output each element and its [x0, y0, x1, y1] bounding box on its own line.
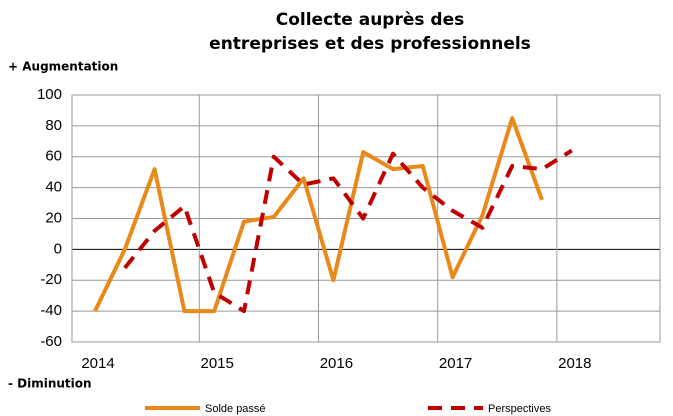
- x-tick-label: 2015: [201, 355, 234, 372]
- x-tick-label: 2017: [439, 355, 472, 372]
- plot-frame: [71, 94, 661, 343]
- y-tick-label: 80: [45, 117, 62, 134]
- legend-label: Solde passé: [205, 403, 266, 415]
- series-line: [93, 116, 544, 314]
- series-line: [123, 148, 573, 314]
- y-tick-label: 40: [45, 179, 62, 196]
- x-tick-label: 2014: [81, 355, 114, 372]
- y-tick-label: -20: [40, 271, 62, 288]
- chart-title: Collecte auprès des: [276, 10, 465, 30]
- y-tick-label: -40: [40, 302, 62, 319]
- chart-title: entreprises et des professionnels: [209, 34, 531, 54]
- legend-label: Perspectives: [488, 403, 551, 415]
- x-tick-label: 2016: [320, 355, 353, 372]
- y-tick-label: -60: [40, 333, 62, 350]
- x-tick-label: 2018: [558, 355, 591, 372]
- y-tick-label: 20: [45, 209, 62, 226]
- axis-label: - Diminution: [8, 377, 92, 391]
- axis-label: + Augmentation: [8, 60, 118, 74]
- y-tick-label: 0: [54, 240, 62, 257]
- y-tick-label: 60: [45, 148, 62, 165]
- y-tick-label: 100: [37, 86, 62, 103]
